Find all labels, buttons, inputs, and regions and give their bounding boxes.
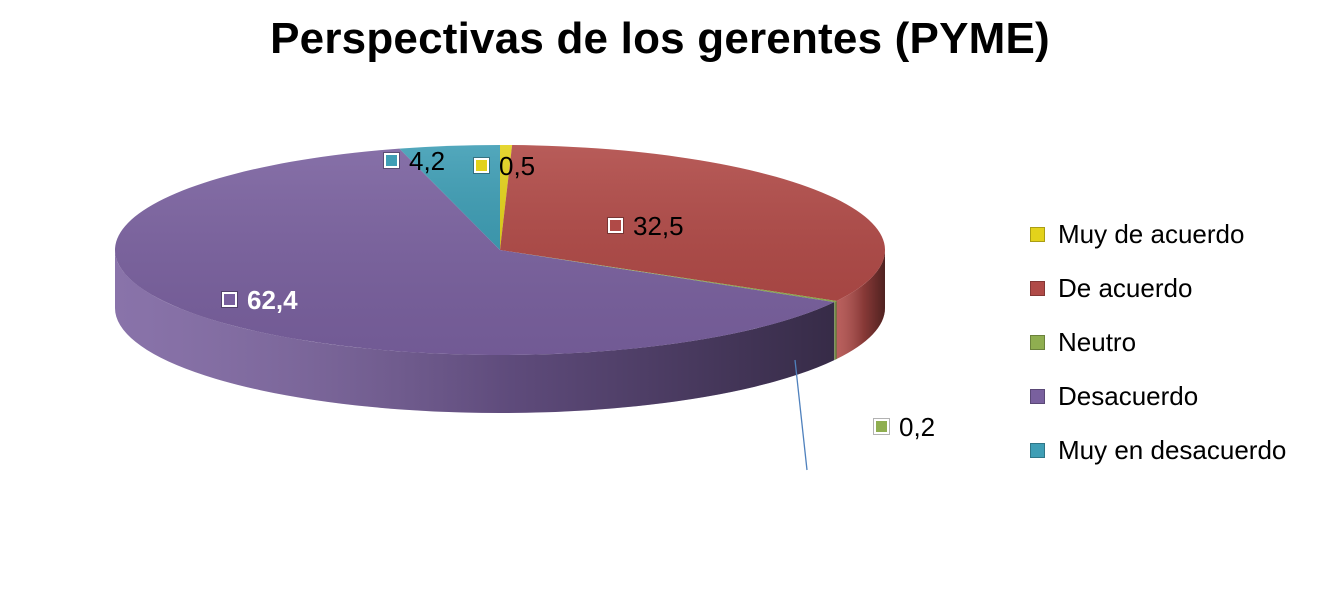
legend-label: Muy de acuerdo: [1058, 219, 1245, 249]
legend-swatch: [1030, 281, 1045, 296]
data-label-muy-de-acuerdo: 0,5: [473, 151, 535, 182]
legend-label: Muy en desacuerdo: [1058, 435, 1287, 465]
data-label-neutro: 0,2: [873, 412, 935, 443]
pie-slice-shade-muy-de-acuerdo: [500, 145, 513, 250]
data-label-swatch: [873, 418, 890, 435]
leader-line: [794, 359, 808, 471]
legend-label: De acuerdo: [1058, 273, 1193, 303]
pie-slice-shade-de-acuerdo: [500, 145, 886, 301]
legend-swatch: [1030, 335, 1045, 350]
data-label-swatch: [221, 291, 238, 308]
data-label-swatch: [607, 217, 624, 234]
pie-slice-shade-neutro: [500, 250, 837, 303]
data-label-de-acuerdo: 32,5: [607, 211, 684, 242]
data-label-muy-en-desacuerdo: 4,2: [383, 146, 445, 177]
pie-slice-side-de-acuerdo: [836, 250, 885, 359]
data-label-swatch: [383, 152, 400, 169]
legend-swatch: [1030, 227, 1045, 242]
data-label-swatch: [473, 157, 490, 174]
legend-label: Desacuerdo: [1058, 381, 1199, 411]
legend-label: Neutro: [1058, 327, 1137, 357]
legend-swatch: [1030, 443, 1045, 458]
legend-swatch: [1030, 389, 1045, 404]
pie-slice-side-neutro: [834, 300, 837, 361]
pie-slice-shade-desacuerdo: [114, 148, 835, 356]
data-label-desacuerdo: 62,4: [221, 285, 298, 316]
pie-slice-side-desacuerdo: [115, 250, 835, 414]
chart-title: Perspectivas de los gerentes (PYME): [270, 14, 1050, 63]
